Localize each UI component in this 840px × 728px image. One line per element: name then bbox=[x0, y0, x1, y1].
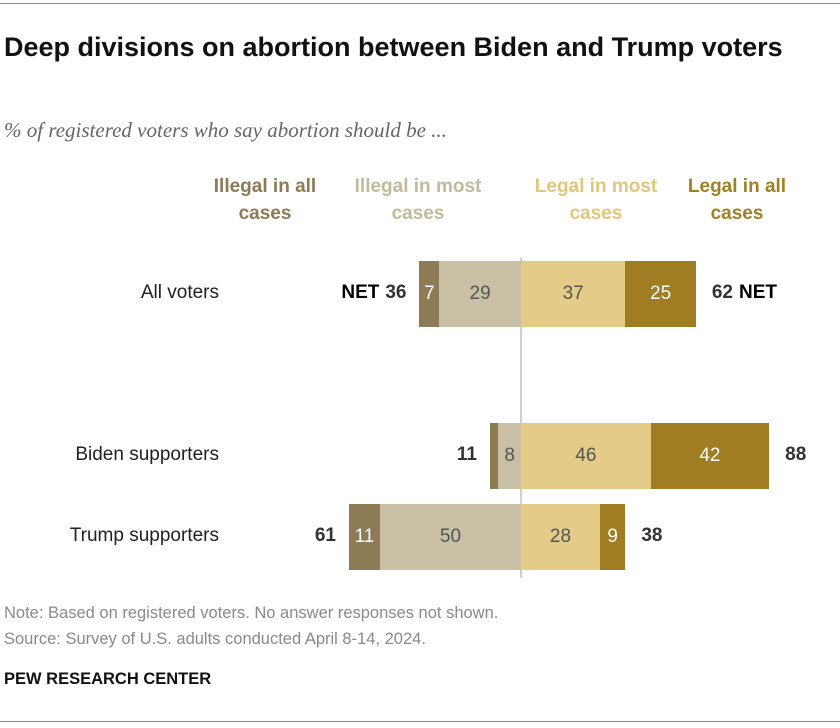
category-label: Biden supporters bbox=[75, 444, 219, 465]
category-label: All voters bbox=[140, 282, 219, 303]
bottom-rule bbox=[0, 721, 840, 722]
top-rule bbox=[0, 3, 840, 4]
legend-label: Legal in all cases bbox=[687, 176, 787, 224]
bar-segment: 9 bbox=[599, 504, 626, 570]
source: Source: Survey of U.S. adults conducted … bbox=[4, 630, 426, 648]
bar-segment: 50 bbox=[380, 504, 521, 570]
bar-segment: 37 bbox=[521, 261, 626, 327]
bar-segment bbox=[489, 423, 499, 489]
bar-segment: 25 bbox=[625, 261, 696, 327]
category-label: Trump supporters bbox=[69, 525, 219, 546]
bar-segment: 28 bbox=[521, 504, 600, 570]
value-label: 46 bbox=[575, 445, 597, 466]
organization: PEW RESEARCH CENTER bbox=[4, 670, 212, 688]
net-label: NET bbox=[341, 282, 380, 303]
bar-segment: 8 bbox=[498, 423, 521, 489]
value-label: 37 bbox=[562, 283, 584, 304]
value-label: 42 bbox=[699, 445, 721, 466]
net-legal: 38 bbox=[641, 525, 662, 547]
value-label: 29 bbox=[469, 283, 491, 304]
value-label: 7 bbox=[424, 283, 435, 304]
net-value: 61 bbox=[314, 525, 336, 546]
chart-subtitle: % of registered voters who say abortion … bbox=[4, 118, 447, 142]
net-value: 36 bbox=[385, 282, 407, 303]
legend-label: Illegal in most cases bbox=[354, 176, 482, 224]
net-illegal: 61 bbox=[315, 525, 336, 547]
value-label: 28 bbox=[549, 526, 572, 547]
note: Note: Based on registered voters. No ans… bbox=[4, 604, 499, 622]
value-label: 25 bbox=[650, 283, 672, 304]
legend-label: Illegal in all cases bbox=[213, 176, 317, 224]
value-label: 8 bbox=[504, 445, 515, 466]
legend-label: Legal in most cases bbox=[534, 176, 658, 224]
net-legal: 88 bbox=[785, 444, 806, 466]
bar-segment: 46 bbox=[521, 423, 651, 489]
net-label: NET bbox=[738, 282, 777, 303]
bar-segment: 29 bbox=[439, 261, 521, 327]
net-value: 38 bbox=[641, 525, 663, 546]
net-value: 11 bbox=[456, 444, 477, 465]
value-label: 50 bbox=[439, 526, 462, 547]
net-illegal: NET 36 bbox=[341, 282, 406, 304]
net-value: 62 bbox=[711, 282, 733, 303]
value-label: 11 bbox=[354, 526, 375, 547]
net-value: 88 bbox=[785, 444, 807, 465]
net-illegal: 11 bbox=[457, 444, 477, 466]
chart-title: Deep divisions on abortion between Biden… bbox=[4, 32, 783, 62]
bar-segment: 7 bbox=[419, 261, 440, 327]
net-legal: 62 NET bbox=[712, 282, 777, 304]
center-line bbox=[520, 258, 522, 578]
bar-segment: 11 bbox=[348, 504, 380, 570]
value-label: 9 bbox=[607, 526, 618, 547]
bar-segment: 42 bbox=[650, 423, 770, 489]
